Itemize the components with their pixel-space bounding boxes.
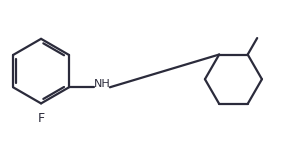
- Text: F: F: [37, 112, 45, 125]
- Text: NH: NH: [94, 79, 111, 89]
